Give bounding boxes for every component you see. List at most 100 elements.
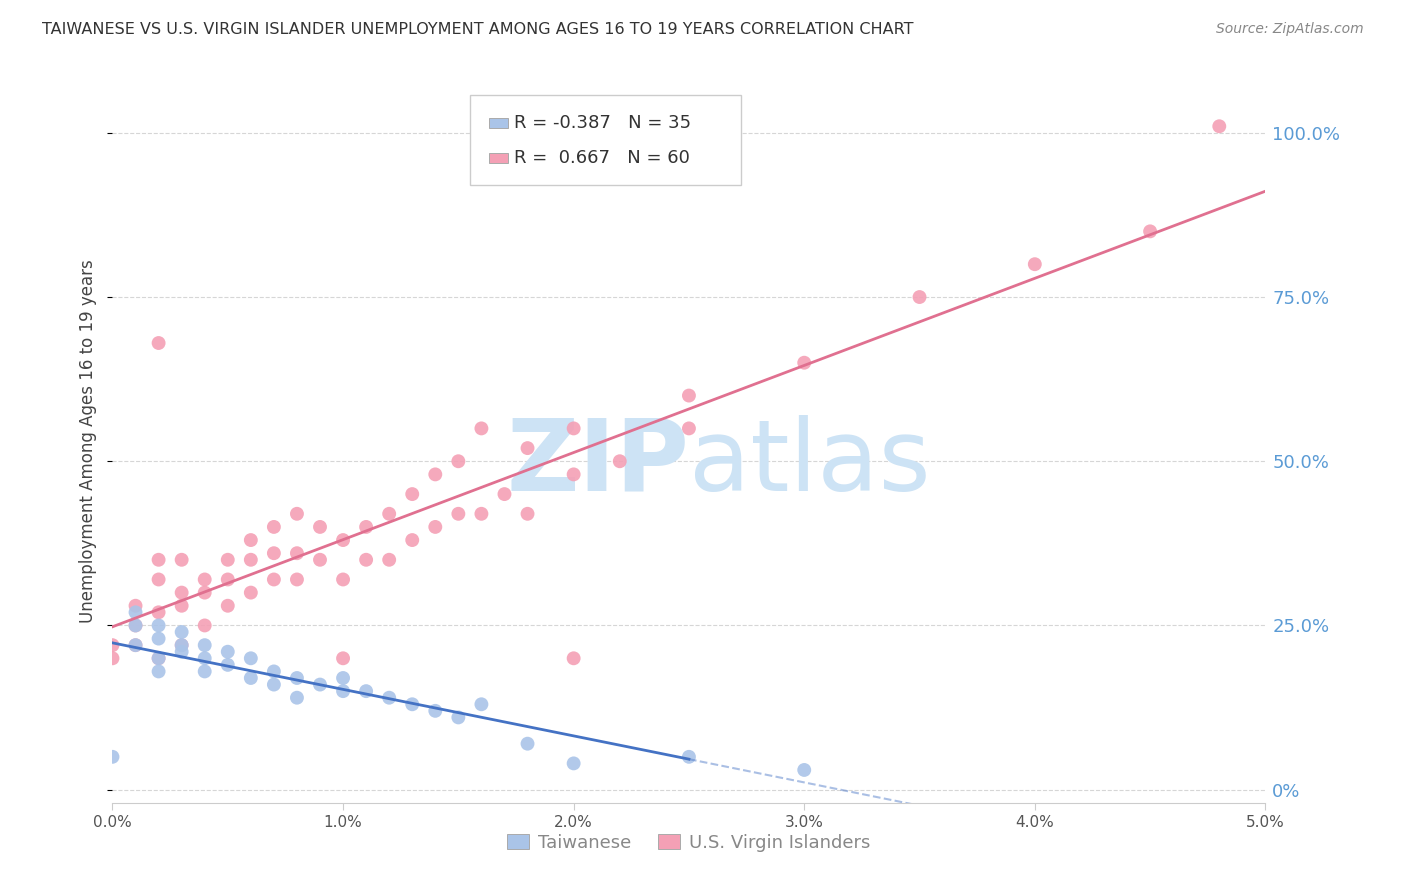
Point	[425, 704, 447, 718]
Text: TAIWANESE VS U.S. VIRGIN ISLANDER UNEMPLOYMENT AMONG AGES 16 TO 19 YEARS CORRELA: TAIWANESE VS U.S. VIRGIN ISLANDER UNEMPL…	[42, 22, 914, 37]
Point	[148, 665, 170, 679]
Point	[378, 690, 401, 705]
Point	[101, 638, 124, 652]
Point	[101, 749, 124, 764]
Point	[1208, 120, 1230, 134]
Point	[263, 665, 285, 679]
Point	[263, 520, 285, 534]
Point	[678, 749, 700, 764]
Point	[285, 690, 308, 705]
Point	[470, 698, 492, 712]
Point	[285, 507, 308, 521]
Point	[309, 520, 332, 534]
Text: atlas: atlas	[689, 415, 931, 512]
Point	[170, 638, 193, 652]
Text: R =  0.667   N = 60: R = 0.667 N = 60	[513, 149, 689, 167]
Point	[101, 651, 124, 665]
Point	[217, 573, 239, 587]
Point	[239, 651, 262, 665]
Point	[678, 421, 700, 435]
Point	[425, 467, 447, 482]
Point	[217, 599, 239, 613]
Point	[447, 507, 470, 521]
Point	[354, 684, 377, 698]
Point	[263, 546, 285, 560]
Bar	[489, 153, 508, 163]
Point	[401, 698, 423, 712]
Point	[332, 671, 354, 685]
Point	[425, 520, 447, 534]
Point	[148, 553, 170, 567]
Point	[124, 638, 146, 652]
Point	[332, 651, 354, 665]
Point	[447, 454, 470, 468]
Point	[609, 454, 631, 468]
Point	[516, 441, 538, 455]
Point	[332, 533, 354, 547]
Point	[401, 533, 423, 547]
Point	[470, 507, 492, 521]
Point	[194, 585, 217, 599]
Point	[516, 507, 538, 521]
Point	[170, 585, 193, 599]
Point	[793, 356, 815, 370]
Point	[793, 763, 815, 777]
Point	[239, 533, 262, 547]
FancyBboxPatch shape	[470, 95, 741, 185]
Point	[562, 651, 585, 665]
Point	[124, 638, 146, 652]
Point	[263, 573, 285, 587]
Point	[217, 553, 239, 567]
Point	[148, 651, 170, 665]
Bar	[489, 118, 508, 128]
Point	[148, 651, 170, 665]
Point	[170, 645, 193, 659]
Point	[194, 573, 217, 587]
Point	[124, 618, 146, 632]
Point	[378, 507, 401, 521]
Point	[447, 710, 470, 724]
Point	[194, 638, 217, 652]
Point	[148, 336, 170, 351]
Point	[562, 467, 585, 482]
Point	[285, 546, 308, 560]
Point	[1139, 224, 1161, 238]
Point	[194, 651, 217, 665]
Point	[170, 553, 193, 567]
Point	[239, 671, 262, 685]
Point	[148, 573, 170, 587]
Text: Source: ZipAtlas.com: Source: ZipAtlas.com	[1216, 22, 1364, 37]
Point	[516, 737, 538, 751]
Point	[378, 553, 401, 567]
Point	[148, 632, 170, 646]
Point	[401, 487, 423, 501]
Point	[217, 657, 239, 672]
Point	[239, 585, 262, 599]
Point	[332, 684, 354, 698]
Legend: Taiwanese, U.S. Virgin Islanders: Taiwanese, U.S. Virgin Islanders	[501, 826, 877, 859]
Point	[239, 553, 262, 567]
Point	[194, 665, 217, 679]
Point	[354, 520, 377, 534]
Point	[354, 553, 377, 567]
Text: ZIP: ZIP	[506, 415, 689, 512]
Point	[170, 625, 193, 640]
Point	[285, 573, 308, 587]
Point	[124, 605, 146, 619]
Point	[170, 599, 193, 613]
Point	[194, 618, 217, 632]
Point	[562, 421, 585, 435]
Point	[217, 645, 239, 659]
Point	[562, 756, 585, 771]
Y-axis label: Unemployment Among Ages 16 to 19 years: Unemployment Among Ages 16 to 19 years	[79, 260, 97, 624]
Point	[263, 677, 285, 691]
Point	[309, 553, 332, 567]
Point	[678, 388, 700, 402]
Text: R = -0.387   N = 35: R = -0.387 N = 35	[513, 113, 690, 132]
Point	[124, 618, 146, 632]
Point	[470, 421, 492, 435]
Point	[170, 638, 193, 652]
Point	[494, 487, 516, 501]
Point	[1024, 257, 1046, 271]
Point	[309, 677, 332, 691]
